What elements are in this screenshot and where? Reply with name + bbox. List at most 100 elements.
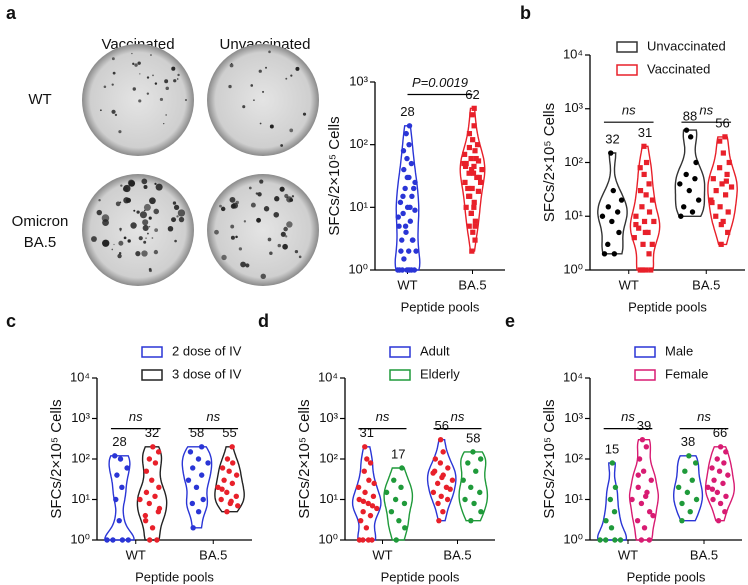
group-label: 15 xyxy=(605,441,619,456)
data-point xyxy=(195,508,202,515)
legend-swatch xyxy=(634,369,656,381)
data-point xyxy=(478,508,484,515)
legend-label: Male xyxy=(665,343,693,358)
x-tick-label: WT xyxy=(372,547,392,562)
data-point xyxy=(407,218,414,224)
spot xyxy=(96,209,103,216)
dish xyxy=(82,174,194,286)
spot xyxy=(154,182,157,185)
spot xyxy=(141,178,148,185)
spot xyxy=(102,239,110,247)
spot xyxy=(171,217,177,223)
data-point xyxy=(355,484,362,491)
data-point xyxy=(440,508,446,515)
data-point xyxy=(397,199,404,206)
spot xyxy=(282,243,288,250)
violin xyxy=(104,455,135,541)
data-point xyxy=(142,517,149,524)
data-point xyxy=(612,537,618,543)
spot xyxy=(152,74,154,77)
data-point xyxy=(642,229,648,236)
data-point xyxy=(228,498,234,505)
spot xyxy=(277,243,282,248)
data-point xyxy=(156,484,162,491)
legend-label: 3 dose of IV xyxy=(172,366,242,381)
spot xyxy=(172,201,177,205)
data-point xyxy=(677,181,683,187)
spot xyxy=(123,236,127,240)
data-point xyxy=(651,218,657,225)
data-point xyxy=(116,517,122,524)
data-point xyxy=(471,105,477,111)
spot xyxy=(155,183,163,191)
spot xyxy=(118,130,122,134)
data-point xyxy=(149,525,156,531)
data-point xyxy=(409,193,415,199)
spot xyxy=(245,263,250,268)
data-point xyxy=(471,123,477,129)
data-point xyxy=(469,167,475,173)
data-point xyxy=(649,241,655,247)
data-point xyxy=(358,517,364,524)
data-point xyxy=(445,465,451,471)
data-point xyxy=(235,503,241,509)
y-tick-label: 10¹ xyxy=(564,208,583,223)
spot xyxy=(250,202,256,208)
spot xyxy=(136,210,140,214)
data-point xyxy=(603,537,609,543)
y-tick-label: 10³ xyxy=(564,410,583,425)
group-label: 55 xyxy=(222,425,236,440)
data-point xyxy=(723,449,729,455)
data-point xyxy=(114,472,120,478)
data-point xyxy=(692,175,698,182)
comparison-label: ns xyxy=(699,103,713,118)
group-label: 31 xyxy=(638,125,652,140)
y-tick-label: 10⁴ xyxy=(318,369,338,384)
data-point xyxy=(723,493,729,499)
data-point xyxy=(398,248,404,254)
data-point xyxy=(224,456,231,462)
spot xyxy=(253,99,255,101)
data-point xyxy=(681,204,687,210)
data-point xyxy=(608,525,615,531)
data-point xyxy=(714,489,721,496)
data-point xyxy=(119,484,125,491)
data-point xyxy=(360,537,366,543)
data-point xyxy=(113,496,119,503)
panel-label: b xyxy=(520,3,531,23)
data-point xyxy=(629,496,635,503)
spot xyxy=(177,73,180,77)
data-point xyxy=(645,229,651,236)
group-label: 28 xyxy=(112,434,126,449)
data-point xyxy=(434,480,441,487)
legend-label: 2 dose of IV xyxy=(172,343,242,358)
data-point xyxy=(449,477,456,483)
data-point xyxy=(611,251,618,257)
comparison-label: P=0.0019 xyxy=(412,75,468,90)
spot xyxy=(298,255,302,259)
y-tick-label: 10² xyxy=(564,450,583,465)
data-point xyxy=(460,477,466,483)
spot xyxy=(111,83,114,86)
spot xyxy=(295,66,300,71)
data-point xyxy=(412,207,418,213)
data-point xyxy=(710,176,716,182)
spot xyxy=(114,113,118,117)
data-point xyxy=(150,444,156,450)
data-point xyxy=(646,209,653,215)
data-point xyxy=(648,267,654,273)
spot xyxy=(286,221,293,228)
legend-label: Female xyxy=(665,366,708,381)
spot xyxy=(267,237,272,242)
spot xyxy=(143,209,146,212)
data-point xyxy=(720,218,726,225)
x-tick-label: WT xyxy=(619,277,639,292)
group-label: 17 xyxy=(391,446,405,461)
data-point xyxy=(640,468,647,474)
data-point xyxy=(142,512,149,519)
data-point xyxy=(215,484,221,491)
panel-label: a xyxy=(6,3,17,23)
data-point xyxy=(463,163,469,169)
data-point xyxy=(693,496,700,503)
spot xyxy=(174,239,177,243)
